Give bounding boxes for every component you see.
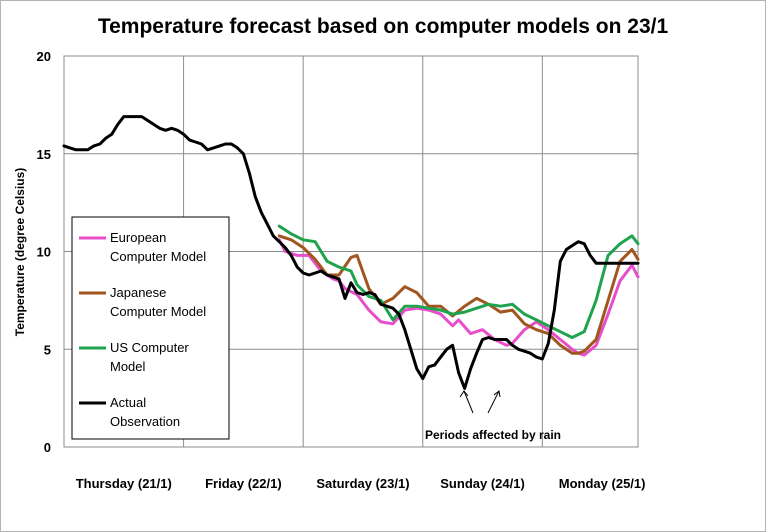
rain-annotation: Periods affected by rain xyxy=(425,390,561,442)
series-line-japanese-computer-model xyxy=(277,234,640,355)
legend-label: US Computer Model xyxy=(110,340,189,374)
arrow-right-shaft xyxy=(487,390,500,414)
y-tick-label: 20 xyxy=(37,49,51,64)
legend-label: Japanese Computer Model xyxy=(110,285,206,319)
series-line-us-computer-model xyxy=(277,224,640,339)
y-tick-label: 15 xyxy=(37,147,51,162)
plot-border-rect xyxy=(63,55,639,448)
legend-label: Actual Observation xyxy=(110,395,180,429)
legend: European Computer Model Japanese Computer M… xyxy=(71,216,230,440)
y-tick-label: 5 xyxy=(44,342,51,357)
arrow-right-head xyxy=(493,390,501,398)
y-tick-label: 10 xyxy=(37,245,51,260)
series-line-actual-observation xyxy=(62,115,640,390)
chart-title: Temperature forecast based on computer m… xyxy=(97,15,669,38)
y-tick-label: 0 xyxy=(44,440,51,455)
x-tick-labels: Thursday (21/1) Friday (22/1) Saturday (23… xyxy=(76,476,646,491)
arrow-left-head xyxy=(459,390,469,398)
series-lines xyxy=(62,115,640,390)
y-tick-labels: 0 5 10 15 20 xyxy=(37,49,51,455)
arrow-left-shaft xyxy=(463,390,474,414)
x-tick-label: Sunday (24/1) xyxy=(440,476,525,491)
legend-label: European Computer Model xyxy=(110,230,206,264)
plot-area-border xyxy=(63,55,639,448)
series-line-european-computer-model xyxy=(277,238,640,357)
x-tick-label: Monday (25/1) xyxy=(559,476,646,491)
y-axis-label: Temperature (degree Celsius) xyxy=(13,168,27,337)
rain-annotation-text: Periods affected by rain xyxy=(425,428,561,442)
x-tick-label: Friday (22/1) xyxy=(205,476,282,491)
x-tick-label: Thursday (21/1) xyxy=(76,476,172,491)
x-tick-label: Saturday (23/1) xyxy=(316,476,409,491)
